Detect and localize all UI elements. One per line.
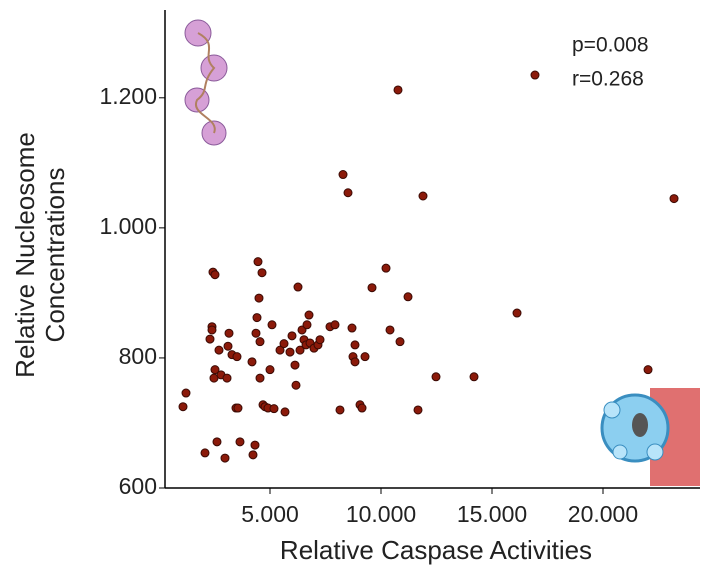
- point: [200, 448, 210, 458]
- point: [267, 320, 277, 330]
- point: [210, 365, 220, 375]
- point: [212, 437, 222, 447]
- point: [367, 283, 377, 293]
- point: [393, 85, 403, 95]
- point: [347, 323, 357, 333]
- x-tick-label: 20.000: [568, 501, 638, 527]
- point: [293, 282, 303, 292]
- point: [232, 352, 242, 362]
- point: [247, 357, 257, 367]
- point: [669, 194, 679, 204]
- point: [253, 257, 263, 267]
- point: [251, 328, 261, 338]
- point: [248, 450, 258, 460]
- point: [530, 70, 540, 80]
- point: [207, 325, 217, 335]
- point: [350, 357, 360, 367]
- point: [255, 373, 265, 383]
- point: [385, 325, 395, 335]
- point: [275, 345, 285, 355]
- point: [210, 270, 220, 280]
- x-tick-label: 10.000: [346, 501, 416, 527]
- point: [181, 388, 191, 398]
- point: [360, 352, 370, 362]
- point: [279, 339, 289, 349]
- point: [252, 313, 262, 323]
- y-axis-label: Concentrations: [40, 168, 70, 343]
- point: [469, 372, 479, 382]
- point: [233, 403, 243, 413]
- point: [255, 337, 265, 347]
- point: [643, 365, 653, 375]
- decoration-cell: [600, 388, 700, 486]
- point: [395, 337, 405, 347]
- point: [381, 263, 391, 273]
- point: [178, 402, 188, 412]
- point: [315, 335, 325, 345]
- point: [291, 380, 301, 390]
- point: [287, 331, 297, 341]
- point: [265, 365, 275, 375]
- point: [512, 308, 522, 318]
- annotation: p=0.008: [572, 34, 649, 57]
- point: [418, 191, 428, 201]
- y-tick-label: 600: [119, 473, 157, 499]
- point: [431, 372, 441, 382]
- point: [269, 404, 279, 414]
- point: [343, 188, 353, 198]
- point: [338, 170, 348, 180]
- x-axis-label: Relative Caspase Activities: [280, 535, 592, 565]
- point: [350, 340, 360, 350]
- y-tick-label: 1.000: [99, 213, 157, 239]
- y-tick-label: 1.200: [99, 83, 157, 109]
- point: [357, 403, 367, 413]
- point: [413, 405, 423, 415]
- point: [224, 328, 234, 338]
- point: [302, 320, 312, 330]
- point: [295, 345, 305, 355]
- y-tick-label: 800: [119, 343, 157, 369]
- point: [290, 360, 300, 370]
- point: [280, 407, 290, 417]
- point: [223, 341, 233, 351]
- point: [403, 292, 413, 302]
- decoration-nucleosomes: [184, 19, 228, 146]
- x-tick-label: 15.000: [457, 501, 527, 527]
- point: [285, 347, 295, 357]
- point: [220, 453, 230, 463]
- point: [222, 373, 232, 383]
- point: [205, 334, 215, 344]
- point: [235, 437, 245, 447]
- point: [250, 440, 260, 450]
- point: [304, 310, 314, 320]
- x-tick-label: 5.000: [241, 501, 299, 527]
- point: [330, 320, 340, 330]
- y-axis-label: Relative Nucleosome: [10, 132, 40, 378]
- point: [214, 345, 224, 355]
- annotation: r=0.268: [572, 68, 644, 91]
- point: [254, 293, 264, 303]
- point: [335, 405, 345, 415]
- point: [257, 268, 267, 278]
